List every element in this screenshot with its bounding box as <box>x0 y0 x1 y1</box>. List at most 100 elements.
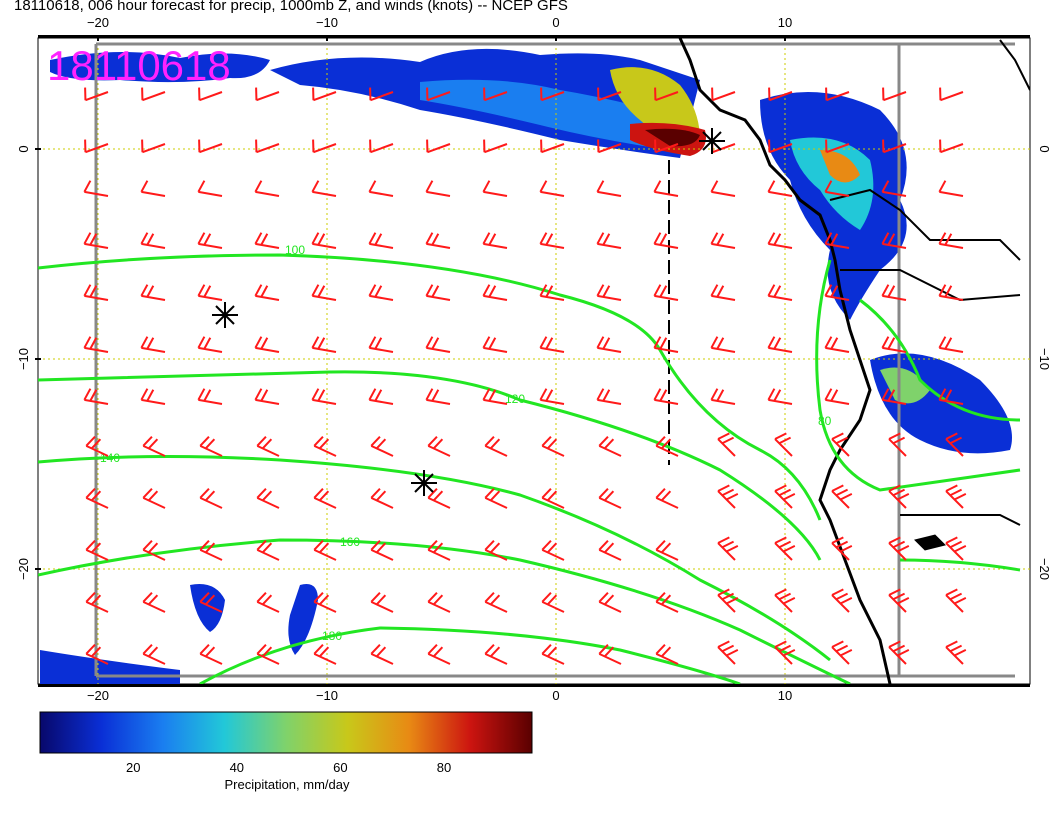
wind-barb <box>368 232 394 249</box>
wind-barb <box>824 388 850 405</box>
wind-barb <box>881 336 907 353</box>
wind-barb <box>539 284 565 301</box>
wind-barb <box>831 588 853 613</box>
wind-barb <box>370 539 394 561</box>
lon-labels-top: −20 −10 0 10 <box>87 15 792 41</box>
wind-barb <box>483 139 508 154</box>
wind-barb <box>370 643 394 665</box>
wind-barb <box>655 539 679 561</box>
wind-barb <box>370 435 394 457</box>
wind-barb <box>774 588 796 613</box>
colorbar-label: Precipitation, mm/day <box>225 777 350 792</box>
wind-barb <box>717 640 739 665</box>
lon-label-bottom: 10 <box>778 688 792 703</box>
wind-barb <box>655 591 679 613</box>
wind-barb <box>369 87 394 102</box>
wind-barb <box>197 232 223 249</box>
wind-barb <box>889 691 914 716</box>
contour-120 <box>38 370 822 561</box>
colorbar-tick: 80 <box>437 760 451 775</box>
wind-barb <box>142 435 166 457</box>
lon-label-top: −10 <box>316 15 338 30</box>
wind-barb <box>938 388 964 405</box>
wind-barb <box>598 435 622 457</box>
wind-barb <box>824 180 850 197</box>
wind-barb <box>311 388 337 405</box>
wind-barb <box>84 139 109 154</box>
contour-80-land <box>815 259 1021 492</box>
wind-barb <box>254 388 280 405</box>
wind-barb <box>482 284 508 301</box>
wind-barb <box>256 643 280 665</box>
lat-label-right: 0 <box>1037 145 1052 152</box>
wind-barb <box>717 484 739 509</box>
wind-barb <box>831 640 853 665</box>
wind-barb <box>254 180 280 197</box>
wind-barb <box>540 87 565 102</box>
center-marker <box>212 302 238 328</box>
wind-barb <box>254 284 280 301</box>
wind-barb <box>256 539 280 561</box>
wind-barb <box>313 435 337 457</box>
wind-barb <box>539 336 565 353</box>
wind-barb <box>484 643 508 665</box>
wind-barb <box>767 180 793 197</box>
wind-barb <box>718 691 743 716</box>
colorbar-tick: 40 <box>230 760 244 775</box>
wind-barb <box>653 388 679 405</box>
wind-barb <box>425 232 451 249</box>
lat-labels-left: 0 −10 −20 <box>16 145 41 580</box>
wind-barb <box>939 87 964 102</box>
wind-barb <box>597 87 622 102</box>
wind-barb <box>710 284 736 301</box>
wind-barb <box>311 180 337 197</box>
wind-barb <box>711 87 736 102</box>
wind-barb <box>774 484 796 509</box>
wind-barb <box>313 539 337 561</box>
wind-barb <box>710 388 736 405</box>
wind-barb <box>946 691 971 716</box>
wind-barb <box>199 539 223 561</box>
wind-barb <box>939 139 964 154</box>
precip-band-west <box>50 51 270 83</box>
lon-label-bottom: 0 <box>552 688 559 703</box>
wind-barb <box>767 284 793 301</box>
wind-barb <box>83 180 109 197</box>
contour-label-80: 80 <box>818 414 832 428</box>
wind-barb <box>368 284 394 301</box>
wind-barb <box>84 87 109 102</box>
coastline <box>678 38 1030 684</box>
wind-barb <box>368 388 394 405</box>
wind-barb <box>85 435 109 457</box>
timestamp-overlay: 18110618 <box>47 42 231 89</box>
wind-barb <box>254 232 280 249</box>
wind-barb <box>831 432 850 457</box>
colorbar-ticks: 20 40 60 80 <box>126 760 451 775</box>
wind-barb <box>199 487 223 509</box>
wind-barb <box>539 232 565 249</box>
contour-160 <box>38 538 851 684</box>
wind-barb <box>197 388 223 405</box>
wind-barb <box>768 87 793 102</box>
wind-barb <box>945 536 967 561</box>
wind-barb <box>824 284 850 301</box>
wind-barb <box>140 232 166 249</box>
wind-barb <box>140 284 166 301</box>
lon-label-top: −20 <box>87 15 109 30</box>
lon-label-top: 0 <box>552 15 559 30</box>
wind-barb <box>774 640 796 665</box>
wind-barb <box>655 643 679 665</box>
wind-barb <box>653 232 679 249</box>
wind-barb <box>541 643 565 665</box>
contour-labels: 100 120 140 160 180 80 <box>100 243 832 643</box>
wind-barb <box>717 536 739 561</box>
wind-barb <box>888 640 910 665</box>
wind-barb <box>142 591 166 613</box>
wind-barb <box>767 336 793 353</box>
wind-barb <box>710 180 736 197</box>
border-4 <box>999 39 1030 91</box>
map-title: 18110618, 006 hour forecast for precip, … <box>14 0 568 14</box>
wind-barb <box>313 487 337 509</box>
wind-barb <box>831 536 853 561</box>
colorbar <box>39 711 533 754</box>
